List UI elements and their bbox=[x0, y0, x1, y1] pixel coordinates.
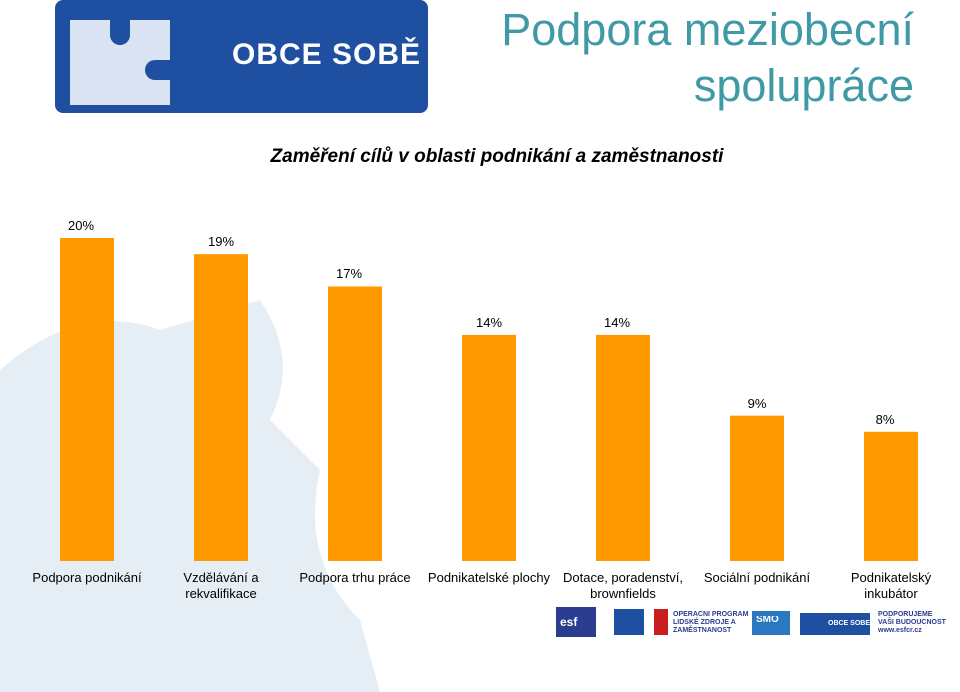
bar bbox=[730, 415, 784, 561]
value-label: 14% bbox=[603, 314, 631, 330]
x-tick-label: Podpora podnikání bbox=[32, 570, 142, 585]
footer-logo: OPERAČNÍ PROGRAM LIDSKÉ ZDROJE A ZAMĚSTN… bbox=[673, 611, 749, 634]
bar bbox=[864, 431, 918, 561]
bar bbox=[596, 334, 650, 561]
footer-logo: OBCE SOBĚ bbox=[828, 620, 870, 627]
bar bbox=[462, 334, 516, 561]
logo-puzzle bbox=[70, 20, 170, 105]
x-tick-label: Podnikatelský inkubátor bbox=[850, 570, 932, 601]
footer-logo-box bbox=[752, 611, 790, 635]
value-label: 14% bbox=[475, 314, 503, 330]
value-label: 17% bbox=[335, 266, 363, 282]
x-tick-label: Vzdělávání a rekvalifikace bbox=[183, 570, 259, 601]
x-tick-label: Podpora trhu práce bbox=[299, 570, 411, 585]
footer-logo-box bbox=[614, 609, 644, 635]
x-tick-label: Dotace, poradenství, brownfields bbox=[563, 570, 683, 601]
bar bbox=[328, 286, 382, 561]
footer-logo-box bbox=[654, 609, 668, 635]
footer-logo-box bbox=[556, 607, 596, 637]
bar bbox=[60, 238, 114, 561]
value-label: 19% bbox=[207, 234, 235, 250]
footer-logo: PODPORUJEME VAŠI BUDOUCNOST www.esfcr.cz bbox=[878, 611, 946, 634]
bar bbox=[194, 254, 248, 561]
value-label: 9% bbox=[747, 395, 767, 411]
logo-text: OBCE SOBĚ bbox=[232, 38, 422, 71]
footer-logo: SMO bbox=[756, 616, 779, 624]
slide-title: Podpora meziobecní spolupráce bbox=[501, 4, 914, 111]
footer-logo: esf bbox=[560, 615, 578, 629]
chart-title: Zaměření cílů v oblasti podnikání a zamě… bbox=[270, 146, 724, 167]
value-label: 8% bbox=[875, 411, 895, 427]
value-label: 20% bbox=[67, 218, 95, 233]
background-puzzle bbox=[0, 300, 380, 692]
x-tick-label: Podnikatelské plochy bbox=[427, 570, 551, 585]
footer-logo-box bbox=[800, 613, 870, 635]
x-tick-label: Sociální podnikání bbox=[703, 570, 811, 585]
